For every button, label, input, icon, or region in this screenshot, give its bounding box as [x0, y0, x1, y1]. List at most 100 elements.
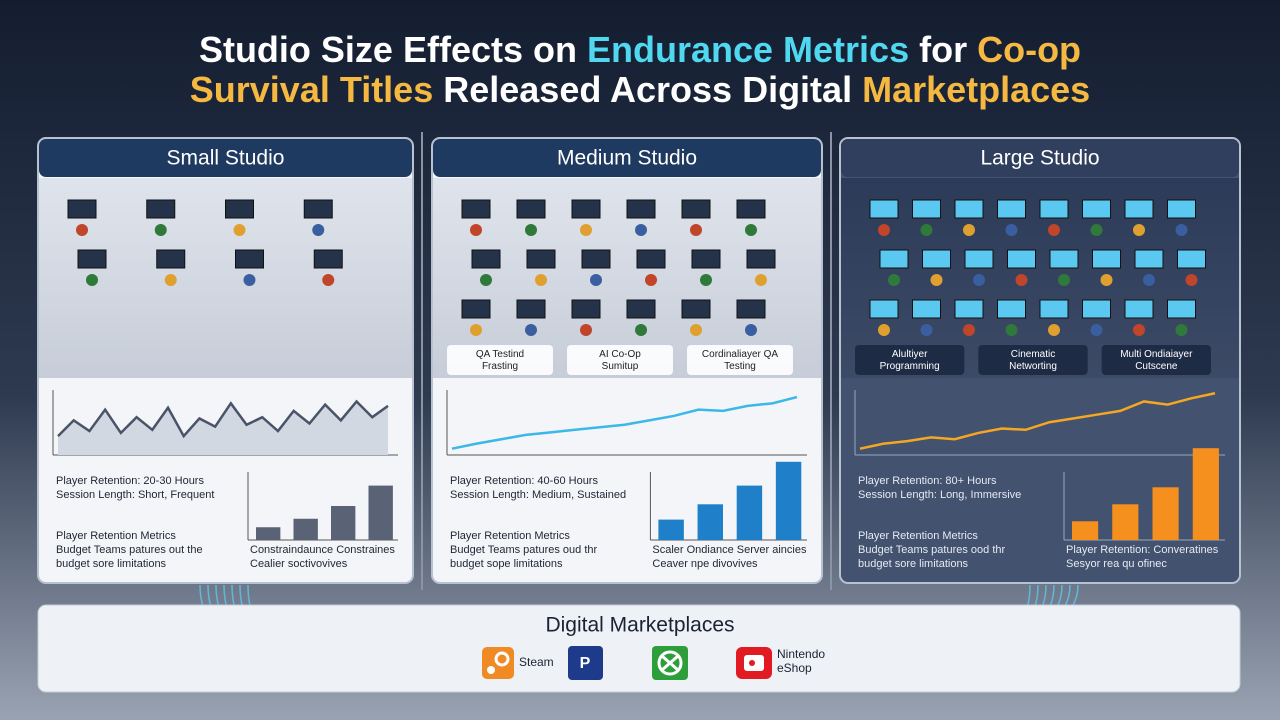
monitor: [912, 299, 941, 319]
monitor: [922, 249, 951, 269]
summary-text: Player Retention: 40-60 Hours: [450, 475, 598, 487]
monitor: [736, 299, 766, 319]
person: [470, 324, 482, 336]
person: [1005, 324, 1018, 336]
summary-text: Session Length: Short, Frequent: [56, 489, 214, 501]
bar: [1072, 521, 1099, 540]
monitor: [1049, 249, 1079, 269]
monitor: [461, 299, 491, 319]
title-part: Studio Size Effects on: [199, 29, 587, 70]
playstation-icon: P: [568, 646, 603, 680]
tag-label: Cinematic Networting: [1009, 349, 1057, 372]
bar-caption: Ceaver npe divovives: [652, 558, 758, 570]
monitor: [461, 199, 491, 219]
note-text: budget sope limitations: [450, 558, 563, 570]
title-part: Co-op: [977, 29, 1081, 70]
monitor: [526, 249, 556, 269]
person: [535, 274, 547, 286]
svg-text:P: P: [580, 655, 591, 672]
monitor: [67, 199, 97, 219]
monitor: [964, 249, 994, 269]
person: [233, 224, 246, 236]
monitor: [681, 299, 711, 319]
bar-caption: Cealier soctivovives: [250, 558, 348, 570]
note-text: Player Retention Metrics: [450, 530, 570, 542]
person: [580, 224, 592, 236]
person: [1048, 224, 1060, 236]
person: [878, 324, 890, 336]
note-text: Player Retention Metrics: [56, 530, 176, 542]
summary-text: Session Length: Long, Immersive: [858, 489, 1021, 501]
monitor: [1007, 249, 1036, 269]
monitor: [313, 249, 343, 269]
marketplace-box: [37, 604, 1241, 693]
panel-header: [39, 139, 412, 177]
monitor: [1092, 249, 1121, 269]
person: [645, 274, 657, 286]
bar-caption: Constraindaunce Constraines: [250, 544, 395, 556]
bar: [736, 485, 763, 540]
monitor: [146, 199, 176, 219]
monitor: [1039, 199, 1069, 219]
person: [525, 224, 537, 236]
store-label: Nintendo eShop: [777, 647, 825, 675]
monitor: [626, 299, 656, 319]
title-part: for: [909, 29, 977, 70]
studio-panel: Small Studio Player Retention: 20-30 Hour…: [37, 137, 414, 584]
tag-label: QA Testind Frasting: [476, 349, 524, 372]
monitor: [691, 249, 721, 269]
tag-label: Cordinaliayer QA Testing: [702, 349, 778, 372]
person: [745, 224, 757, 236]
person: [86, 274, 98, 286]
bar: [293, 518, 318, 540]
tag-bg: [687, 345, 793, 375]
person: [1100, 274, 1113, 286]
panel-title: Large Studio: [980, 147, 1099, 170]
monitor: [869, 199, 899, 219]
monitor: [1082, 299, 1111, 319]
person: [973, 274, 985, 286]
bar: [658, 519, 684, 540]
person: [164, 274, 177, 286]
person: [700, 274, 712, 286]
note-text: Budget Teams patures out the: [56, 544, 203, 556]
panel-header: [841, 139, 1239, 177]
tag-label: AI Co-Op Sumitup: [599, 349, 641, 372]
person: [888, 274, 900, 286]
person: [878, 224, 890, 236]
person: [1143, 274, 1155, 286]
tag-bg: [978, 345, 1088, 375]
person: [690, 324, 702, 336]
person: [930, 274, 943, 286]
trend-line: [57, 399, 389, 439]
person: [920, 324, 933, 336]
person: [76, 224, 88, 236]
bar: [775, 461, 802, 540]
summary-text: Player Retention: 80+ Hours: [858, 475, 997, 487]
tag-label: Multi Ondiaiayer Cutscene: [1120, 349, 1193, 372]
monitor: [736, 199, 766, 219]
person: [635, 224, 647, 236]
studio-panel: Medium Studio QA Testind Frasting AI Co-Op S…: [431, 137, 823, 584]
bar-caption: Player Retention: Converatines: [1066, 544, 1219, 556]
note-text: Player Retention Metrics: [858, 530, 978, 542]
person: [312, 224, 325, 236]
tag-bg: [1101, 345, 1211, 375]
title-line: Survival Titles Released Across Digital …: [190, 69, 1090, 110]
person: [963, 224, 975, 236]
person: [580, 324, 592, 336]
monitor: [571, 199, 601, 219]
person: [470, 224, 482, 236]
bar: [256, 527, 281, 540]
person: [1185, 274, 1198, 286]
bar: [697, 504, 723, 540]
tag-label: Alultiyer Programming: [880, 349, 940, 372]
panel-header: [433, 139, 821, 177]
person: [920, 224, 933, 236]
monitor: [912, 199, 941, 219]
trend-line: [859, 392, 1216, 450]
person: [590, 274, 602, 286]
line-area: [58, 401, 388, 455]
person: [1058, 274, 1070, 286]
monitor: [1124, 199, 1154, 219]
